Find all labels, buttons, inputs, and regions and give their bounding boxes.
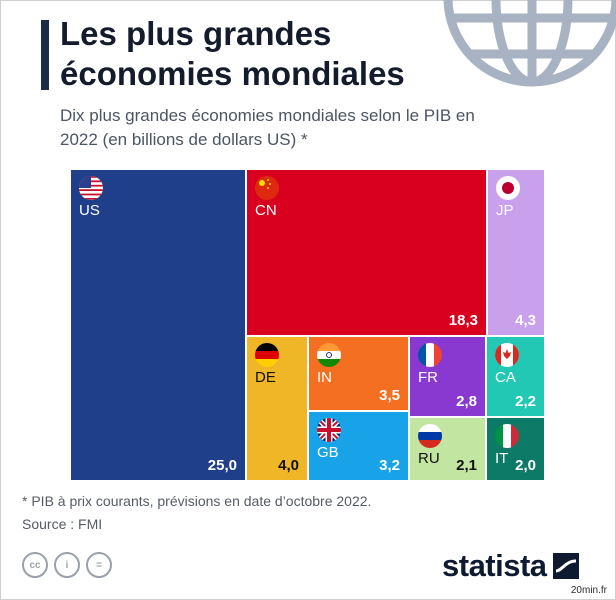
tile-value-in: 3,5 [379,387,400,404]
chart-subtitle: Dix plus grandes économies mondiales sel… [60,106,475,149]
tile-label-it: IT [495,450,509,467]
russia-flag-icon [418,424,442,448]
source-note: Source : FMI [22,516,103,532]
treemap-tile-de: DE 4,0 [246,336,308,481]
tile-label-ru: RU [418,450,440,467]
tile-label-de: DE [255,369,276,386]
tile-value-ru: 2,1 [456,457,477,474]
china-flag-icon [255,176,279,200]
treemap-tile-us: US 25,0 [70,169,246,481]
tile-value-it: 2,0 [515,457,536,474]
tile-label-in: IN [317,369,332,386]
tile-label-ca: CA [495,369,516,386]
tile-label-fr: FR [418,369,438,386]
statista-logo[interactable]: statista [442,548,579,584]
tile-label-jp: JP [496,202,514,219]
treemap-tile-jp: JP 4,3 [487,169,545,336]
title-accent-bar [41,20,49,90]
no-derivatives-icon[interactable]: = [86,552,112,578]
tile-label-cn: CN [255,202,277,219]
tile-label-gb: GB [317,444,339,461]
tile-value-fr: 2,8 [456,393,477,410]
treemap-tile-fr: FR 2,8 [409,336,486,417]
creative-commons-icon[interactable]: cc [22,552,48,578]
globe-icon [443,0,616,87]
treemap-tile-it: IT 2,0 [486,417,545,481]
attribution-icon[interactable]: i [54,552,80,578]
italy-flag-icon [495,424,519,448]
tile-value-jp: 4,3 [515,312,536,329]
germany-flag-icon [255,343,279,367]
treemap-tile-cn: CN 18,3 [246,169,487,336]
tile-value-de: 4,0 [278,457,299,474]
france-flag-icon [418,343,442,367]
chart-title: Les plus grandes économies mondiales [60,15,405,92]
treemap-tile-gb: GB 3,2 [308,411,409,481]
treemap-tile-in: IN 3,5 [308,336,409,411]
treemap-chart: US 25,0 CN 18,3 JP 4,3 DE 4,0 IN 3,5 GB 3,2 FR 2,8 RU 2… [70,169,545,481]
india-flag-icon [317,343,341,367]
watermark: 20min.fr [567,585,610,596]
license-icons: cc i = [22,552,112,578]
statista-mark-icon [552,553,579,579]
uk-flag-icon [317,418,341,442]
canada-flag-icon [495,343,519,367]
tile-label-us: US [79,202,100,219]
japan-flag-icon [496,176,520,200]
treemap-tile-ru: RU 2,1 [409,417,486,481]
us-flag-icon [79,176,103,200]
tile-value-cn: 18,3 [448,312,478,329]
footnote: * PIB à prix courants, prévisions en dat… [22,493,372,509]
statista-wordmark: statista [442,548,547,583]
treemap-tile-ca: CA 2,2 [486,336,545,417]
tile-value-ca: 2,2 [515,393,536,410]
tile-value-gb: 3,2 [379,457,400,474]
tile-value-us: 25,0 [207,457,237,474]
